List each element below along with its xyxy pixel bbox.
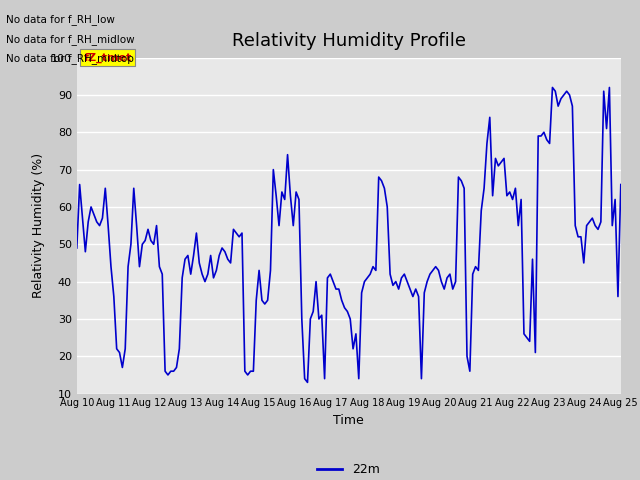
Y-axis label: Relativity Humidity (%): Relativity Humidity (%) xyxy=(33,153,45,298)
Title: Relativity Humidity Profile: Relativity Humidity Profile xyxy=(232,33,466,50)
Text: No data for f_RH_midlow: No data for f_RH_midlow xyxy=(6,34,135,45)
Text: No data for f_RH_low: No data for f_RH_low xyxy=(6,14,115,25)
Text: No data for f_RH_midtop: No data for f_RH_midtop xyxy=(6,53,134,64)
Legend: 22m: 22m xyxy=(312,458,385,480)
X-axis label: Time: Time xyxy=(333,414,364,427)
Text: fZ_tmet: fZ_tmet xyxy=(84,52,132,63)
